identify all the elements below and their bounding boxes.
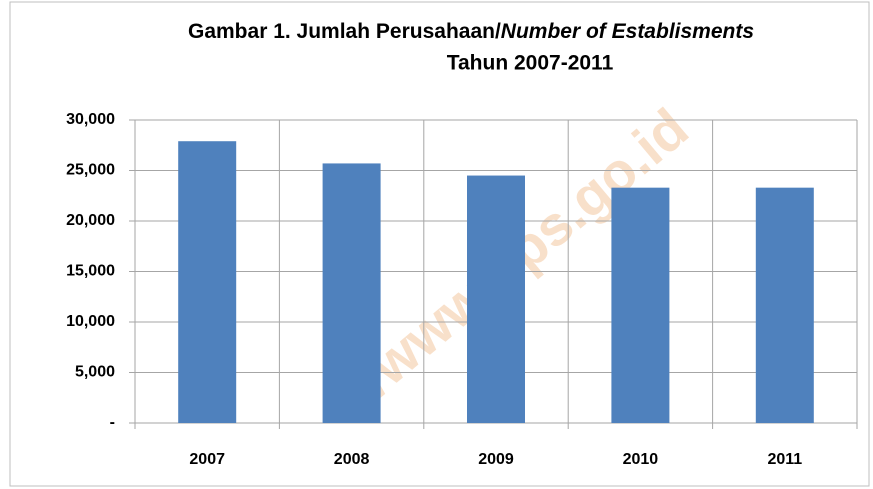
bar [178,141,237,423]
y-tick-label: 20,000 [66,212,115,229]
bar [755,187,814,423]
y-tick-label: 5,000 [75,364,115,381]
x-tick-label: 2007 [189,451,225,468]
y-tick-label: 25,000 [66,162,115,179]
x-tick-label: 2009 [478,451,514,468]
y-tick-label: 15,000 [66,263,115,280]
title-italic: Number of Establisments [501,20,754,43]
chart-title: Gambar 1. Jumlah Perusahaan/Number of Es… [188,20,754,43]
y-tick-label: 30,000 [66,111,115,128]
x-tick-label: 2008 [334,451,370,468]
title-main: Gambar 1. Jumlah Perusahaan/ [188,20,501,43]
x-tick-label: 2010 [623,451,659,468]
y-tick-label: 10,000 [66,313,115,330]
chart-border [9,1,870,487]
x-tick-label: 2011 [767,451,802,468]
y-tick-label: - [110,414,115,431]
bar [467,175,525,423]
bar [322,163,381,423]
chart-subtitle: Tahun 2007-2011 [447,52,614,75]
bar [611,187,670,423]
